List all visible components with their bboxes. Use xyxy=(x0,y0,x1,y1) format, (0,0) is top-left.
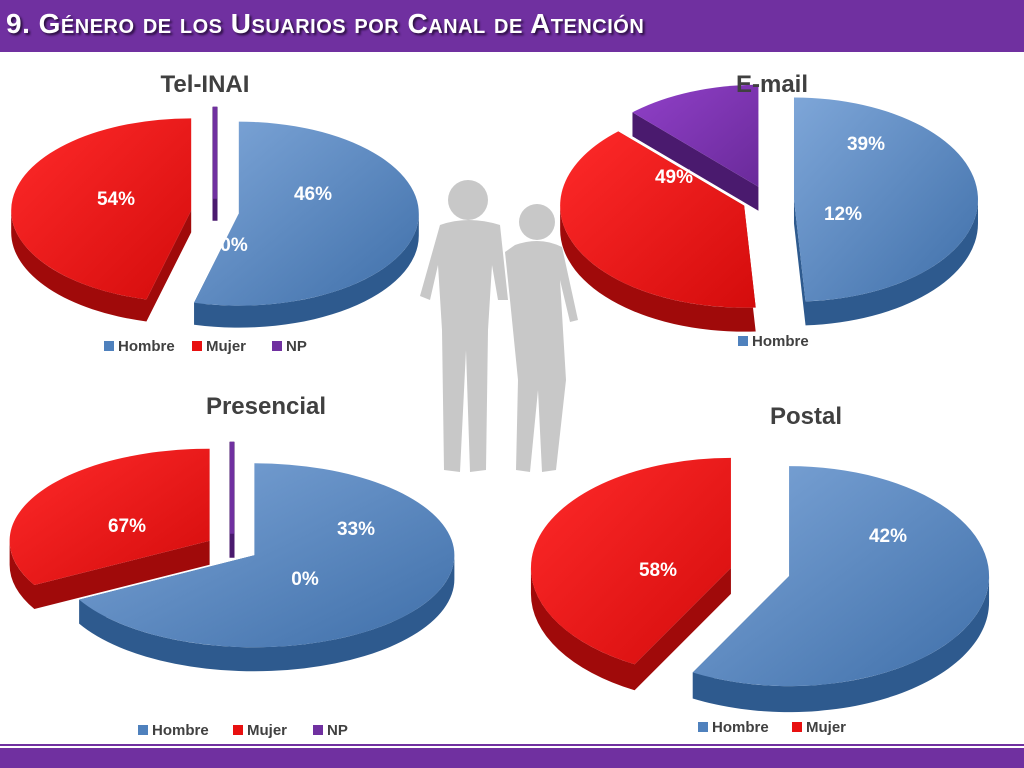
footer-bar xyxy=(0,748,1024,768)
slice-hombre xyxy=(793,97,978,302)
data-label-mujer: 33% xyxy=(337,519,375,540)
slice-side-hombre xyxy=(692,466,990,713)
legend-label-mujer: Mujer xyxy=(806,719,846,736)
data-label-np: 0% xyxy=(291,569,319,590)
couple-silhouette-icon xyxy=(420,180,578,472)
legend-label-mujer: Mujer xyxy=(247,722,287,739)
slice-mujer xyxy=(560,131,756,308)
legend-label-hombre: Hombre xyxy=(752,333,809,350)
chart-title: E-mail xyxy=(736,71,808,98)
slice-np xyxy=(632,84,759,187)
data-label-hombre: 67% xyxy=(108,516,146,537)
legend-label-mujer: Mujer xyxy=(206,338,246,355)
title-bar: 9. Género de los Usuarios por Canal de A… xyxy=(0,0,1024,52)
bottom-divider xyxy=(0,744,1024,746)
chart-email: E-mail 49% 39% 12% Hombre xyxy=(560,71,978,350)
legend-swatch-hombre xyxy=(104,341,114,351)
slice-hombre xyxy=(79,463,455,648)
slice-mujer xyxy=(11,118,192,300)
legend-swatch-mujer xyxy=(792,722,802,732)
chart-tel-inai: Tel-INAI 54% 46% 0% Hombre Mujer NP xyxy=(11,71,419,355)
page-title: 9. Género de los Usuarios por Canal de A… xyxy=(6,8,645,39)
data-label-hombre: 49% xyxy=(655,167,693,188)
data-label-hombre: 54% xyxy=(97,189,135,210)
legend-swatch-mujer xyxy=(192,341,202,351)
legend-label-hombre: Hombre xyxy=(152,722,209,739)
slice-mujer xyxy=(9,448,210,586)
chart-title: Presencial xyxy=(206,393,326,420)
slice-hombre xyxy=(194,121,419,306)
data-label-hombre: 58% xyxy=(639,560,677,581)
chart-postal: Postal 58% 42% Hombre Mujer xyxy=(530,403,990,736)
data-label-mujer: 46% xyxy=(294,184,332,205)
data-label-mujer: 39% xyxy=(847,134,885,155)
data-label-mujer: 42% xyxy=(869,526,907,547)
legend-label-np: NP xyxy=(286,338,307,355)
slice-mujer xyxy=(530,457,731,665)
slice-side-hombre xyxy=(793,97,978,326)
legend-swatch-hombre xyxy=(138,725,148,735)
chart-title: Tel-INAI xyxy=(161,71,250,98)
slice-side-np xyxy=(632,84,759,211)
chart-presencial: Presencial 67% 33% 0% Hombre Mujer NP xyxy=(9,393,455,739)
slice-side-mujer xyxy=(9,448,210,610)
data-label-np: 12% xyxy=(824,204,862,225)
legend-swatch-mujer xyxy=(233,725,243,735)
slice-hombre xyxy=(692,466,990,687)
legend-label-hombre: Hombre xyxy=(118,338,175,355)
chart-title: Postal xyxy=(770,403,842,430)
legend-swatch-np xyxy=(272,341,282,351)
legend-label-hombre: Hombre xyxy=(712,719,769,736)
data-label-np: 0% xyxy=(220,235,248,256)
legend-label-np: NP xyxy=(327,722,348,739)
slice-side-mujer xyxy=(560,131,756,332)
slice-side-mujer xyxy=(530,457,731,691)
legend-swatch-hombre xyxy=(738,336,748,346)
slice-side-hombre xyxy=(194,121,419,328)
legend-swatch-np xyxy=(313,725,323,735)
legend-swatch-hombre xyxy=(698,722,708,732)
